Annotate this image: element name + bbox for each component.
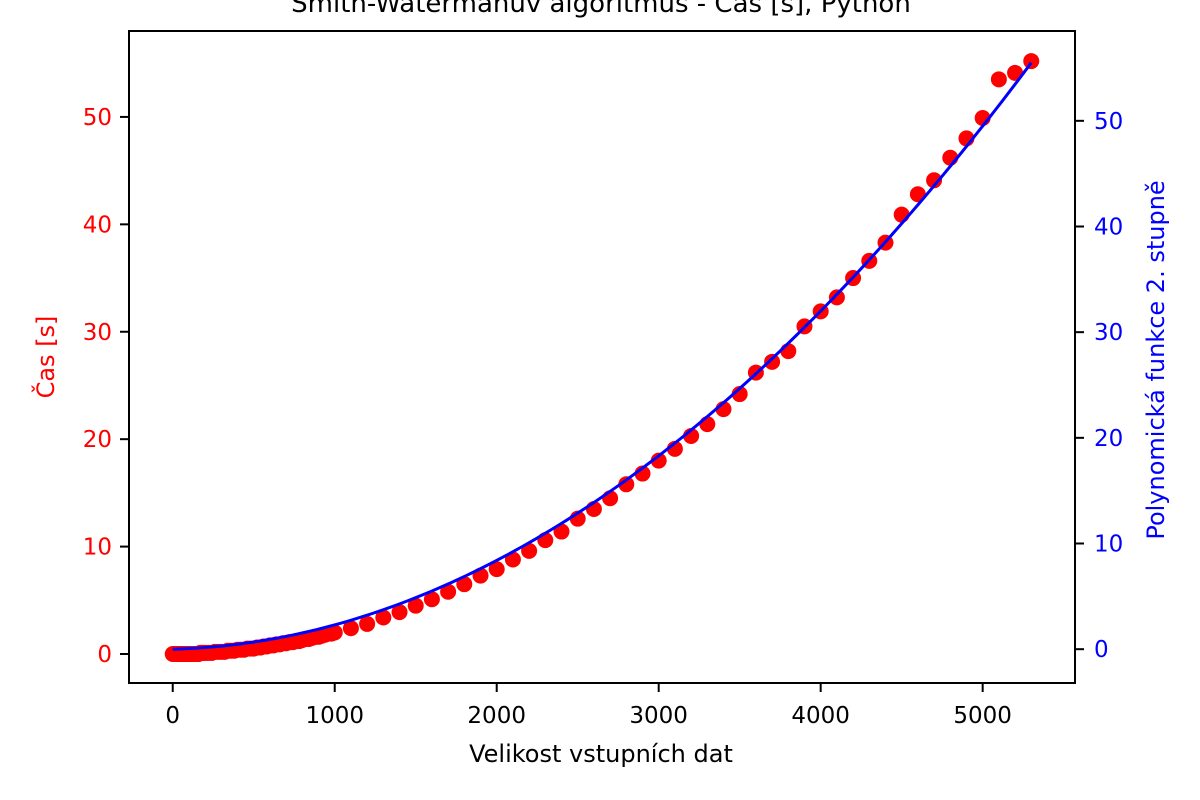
right-tick-label: 0 — [1094, 637, 1109, 663]
scatter-point — [780, 343, 797, 360]
chart-title: Smith-Watermanův algoritmus - Čas [s], P… — [291, 0, 911, 19]
x-tick-label: 2000 — [467, 703, 526, 729]
plot-frame — [128, 30, 1076, 684]
scatter-point — [521, 542, 538, 559]
scatter-point — [391, 604, 408, 621]
left-tick-label: 10 — [83, 535, 112, 561]
x-tick-label: 3000 — [629, 703, 688, 729]
left-tick-label: 30 — [83, 320, 112, 346]
scatter-series — [164, 53, 1040, 662]
right-tick-label: 30 — [1094, 320, 1123, 346]
left-tick-label: 50 — [83, 105, 112, 131]
left-axis-ticks: 0 10 20 30 40 50 — [83, 105, 129, 668]
scatter-point — [828, 289, 845, 306]
right-tick-label: 20 — [1094, 426, 1123, 452]
x-axis-ticks: 0 1000 2000 3000 4000 5000 — [165, 683, 1012, 729]
x-axis-label: Velikost vstupních dat — [469, 740, 733, 768]
x-tick-label: 1000 — [305, 703, 364, 729]
right-axis-ticks: 0 10 20 30 40 50 — [1075, 109, 1123, 663]
right-tick-label: 40 — [1094, 214, 1123, 240]
left-tick-label: 20 — [83, 427, 112, 453]
x-tick-label: 0 — [165, 703, 180, 729]
scatter-point — [488, 561, 505, 578]
right-tick-label: 50 — [1094, 109, 1123, 135]
scatter-point — [342, 620, 359, 637]
scatter-point — [926, 172, 943, 189]
scatter-point — [990, 71, 1007, 88]
scatter-point — [1023, 53, 1040, 70]
scatter-point — [440, 583, 457, 600]
scatter-point — [893, 206, 910, 223]
right-y-axis-label: Polynomická funkce 2. stupně — [1142, 180, 1170, 539]
right-tick-label: 10 — [1094, 532, 1123, 558]
scatter-point — [650, 452, 667, 469]
scatter-point — [359, 615, 376, 632]
scatter-point — [618, 476, 635, 493]
left-tick-label: 0 — [97, 642, 112, 668]
scatter-point — [326, 624, 343, 641]
scatter-point — [456, 576, 473, 593]
x-tick-label: 5000 — [953, 703, 1012, 729]
left-y-axis-label: Čas [s] — [30, 316, 60, 399]
scatter-point — [375, 609, 392, 626]
fit-line — [172, 61, 1033, 651]
x-tick-label: 4000 — [791, 703, 850, 729]
left-tick-label: 40 — [83, 212, 112, 238]
scatter-point — [423, 591, 440, 608]
scatter-point — [407, 597, 424, 614]
scatter-point — [764, 353, 781, 370]
